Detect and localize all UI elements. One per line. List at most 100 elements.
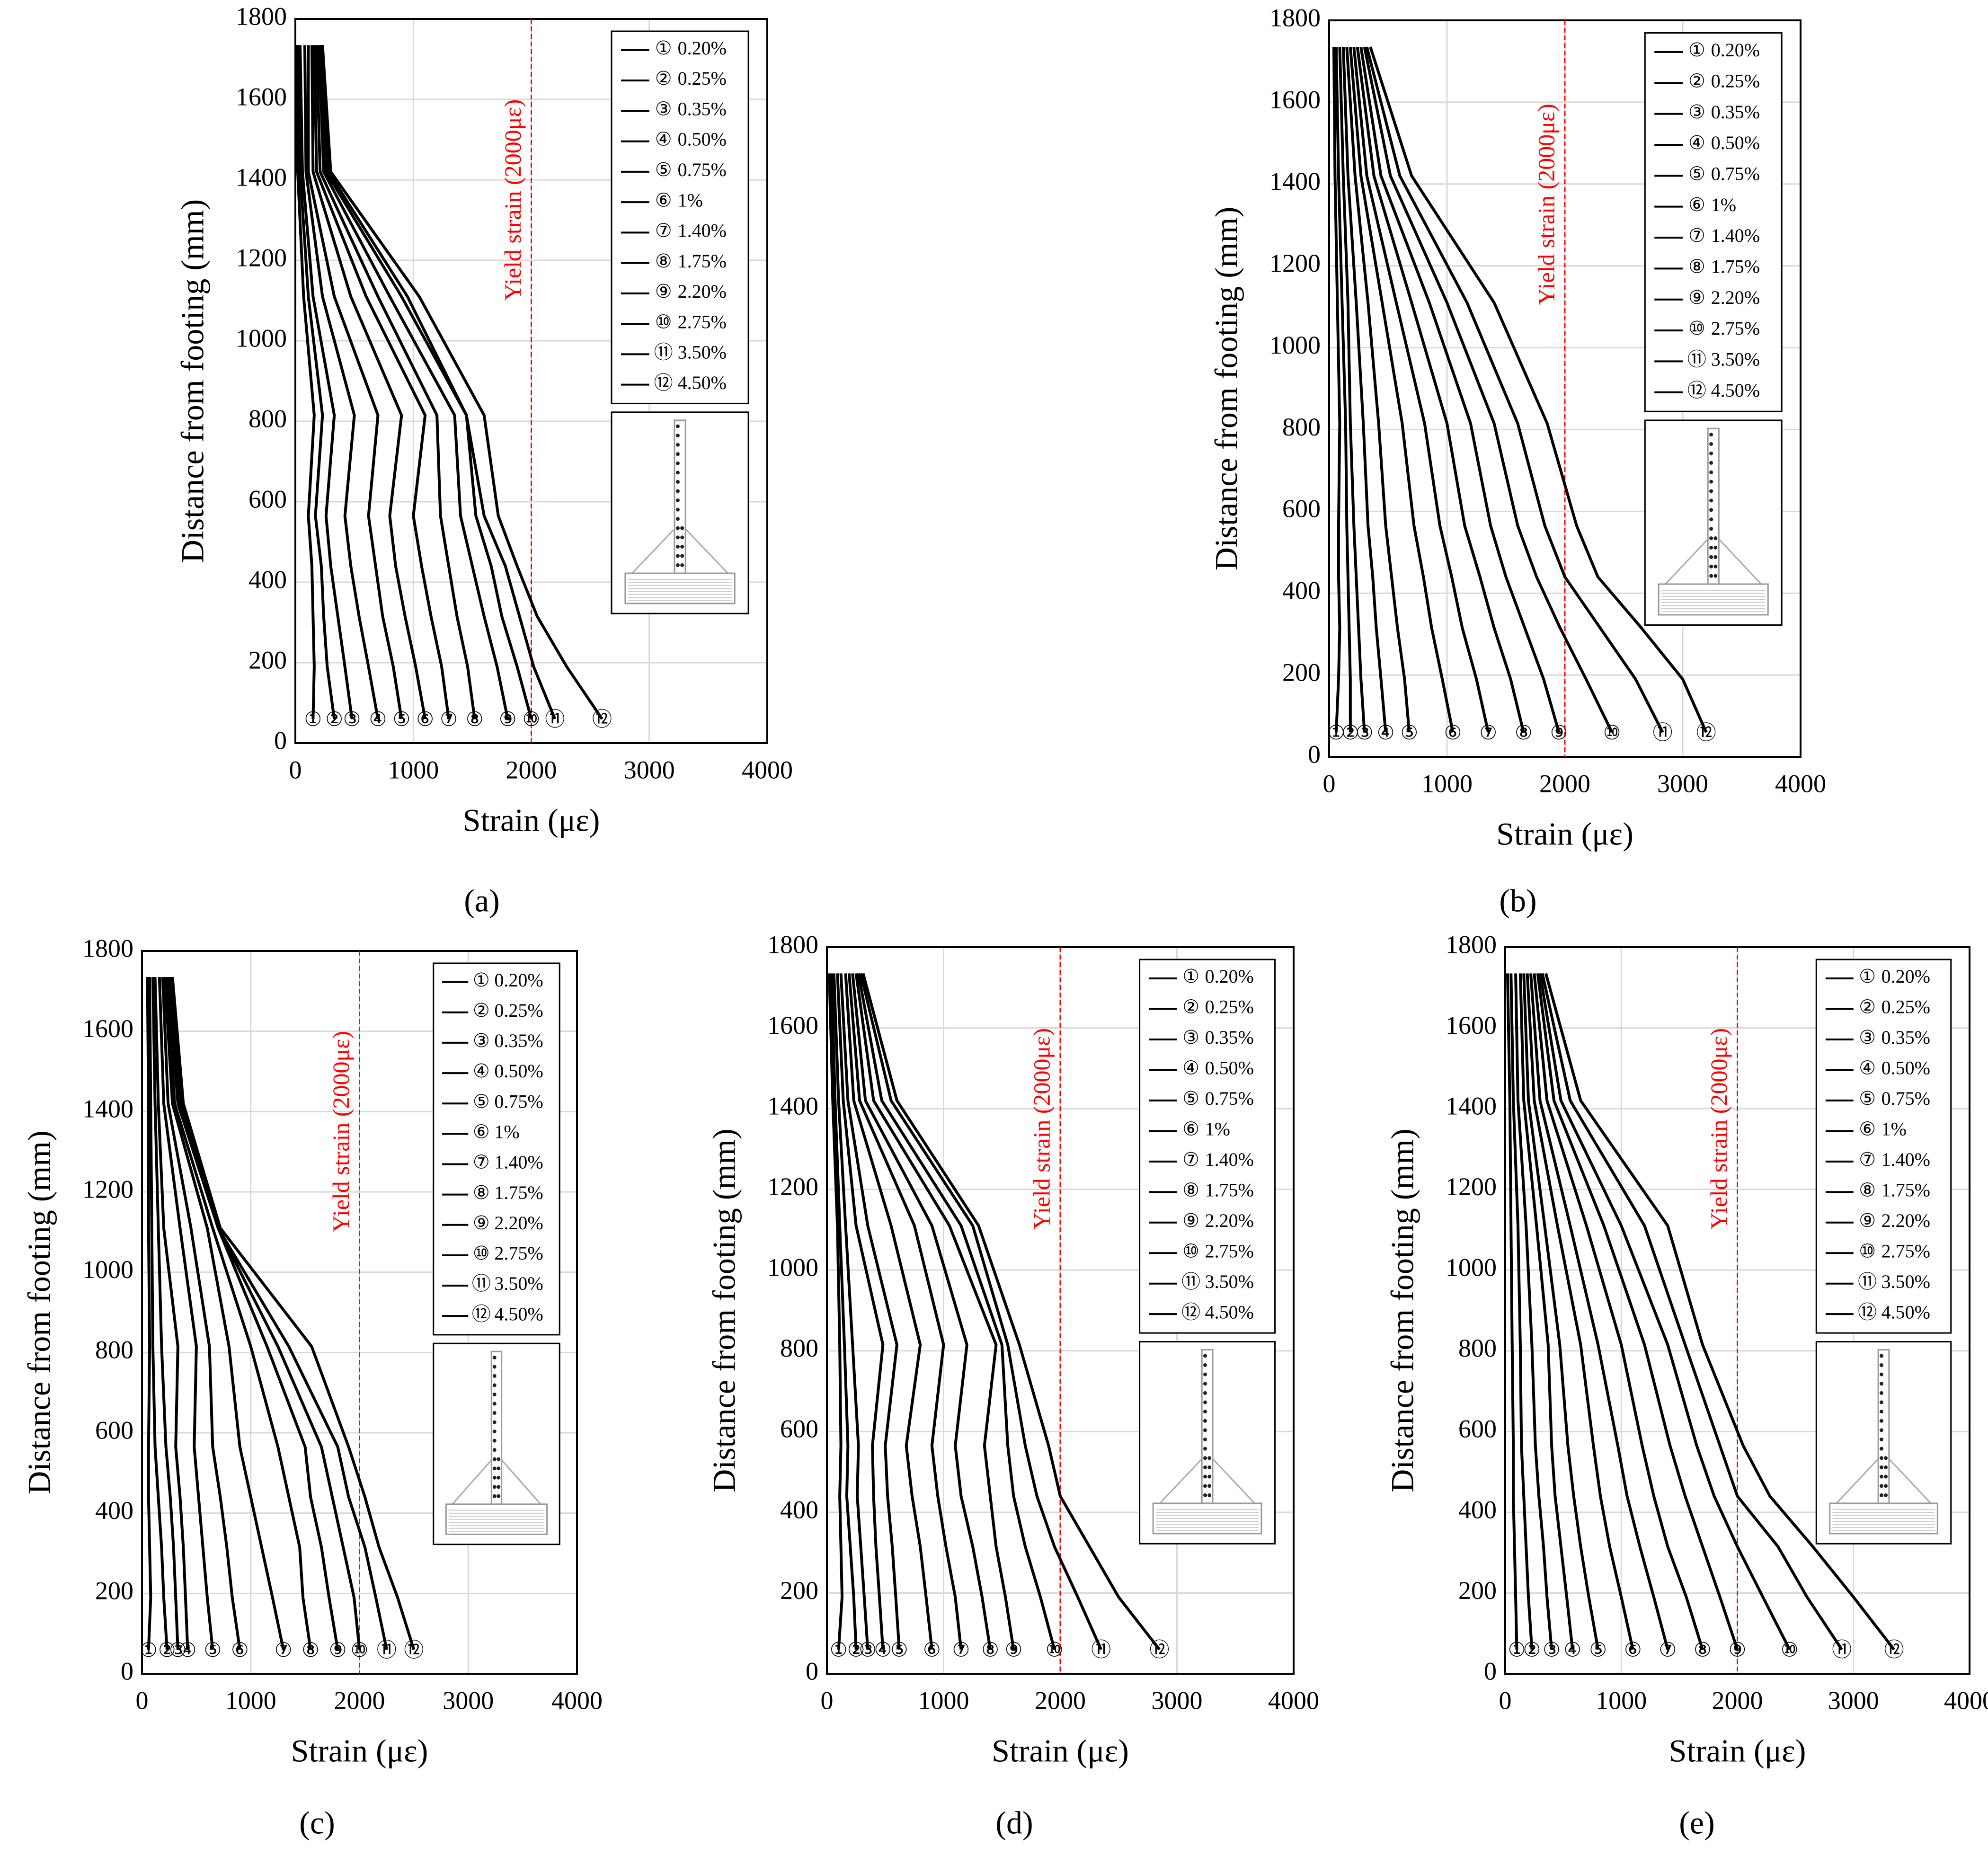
legend-frame xyxy=(1644,32,1783,412)
series-line xyxy=(315,45,476,719)
inset-gauge xyxy=(1879,1354,1883,1358)
legend-marker: ⑧ xyxy=(473,1182,490,1203)
legend-marker: ⑧ xyxy=(1859,1179,1876,1200)
inset-gauge xyxy=(492,1430,497,1434)
series-line xyxy=(1541,973,1843,1651)
y-tick-label: 1000 xyxy=(82,1255,133,1284)
legend-label: 0.25% xyxy=(678,68,727,89)
inset-gauge xyxy=(1709,470,1713,474)
end-marker-label: ⑫ xyxy=(1150,1640,1170,1661)
inset-gauge xyxy=(492,1466,497,1471)
y-tick-label: 1200 xyxy=(236,243,287,272)
legend-label: 3.50% xyxy=(494,1273,543,1294)
legend-label: 0.50% xyxy=(1882,1057,1930,1079)
y-tick-label: 200 xyxy=(1282,658,1321,687)
legend-label: 4.50% xyxy=(678,372,727,393)
legend-marker: ⑦ xyxy=(1859,1149,1876,1170)
inset-gauge xyxy=(492,1420,497,1424)
x-tick-label: 0 xyxy=(1499,1686,1512,1714)
legend-label: 0.25% xyxy=(1711,70,1760,91)
end-marker-label: ④ xyxy=(1563,1640,1581,1661)
y-tick-label: 1000 xyxy=(1446,1253,1497,1282)
inset-gauge xyxy=(675,563,680,568)
inset-gauge xyxy=(1709,564,1713,568)
legend-label: 1.40% xyxy=(1711,225,1760,246)
inset-gauge xyxy=(1203,1419,1207,1423)
inset-gauge xyxy=(1709,508,1713,512)
end-marker-label: ④ xyxy=(179,1640,197,1661)
y-tick-label: 600 xyxy=(1458,1415,1497,1443)
end-marker-label: ⑧ xyxy=(1694,1640,1712,1661)
legend-label: 0.25% xyxy=(494,1000,543,1021)
legend-label: 0.75% xyxy=(1205,1088,1254,1109)
series-line xyxy=(321,45,604,720)
series-line xyxy=(1352,46,1490,733)
inset-gauge xyxy=(680,563,684,568)
inset-gauge xyxy=(1879,1428,1883,1432)
legend-marker: ④ xyxy=(1688,132,1705,153)
inset-gauge xyxy=(675,507,680,512)
end-marker-label: ⑦ xyxy=(1479,722,1497,744)
inset-gauge xyxy=(1207,1484,1212,1488)
legend-label: 3.50% xyxy=(1711,349,1760,370)
end-marker-label: ① xyxy=(830,1640,848,1661)
y-tick-label: 1800 xyxy=(767,930,818,959)
y-axis-title: Distance from footing (mm) xyxy=(706,1128,742,1492)
end-marker-label: ⑧ xyxy=(302,1640,320,1661)
inset-gauge xyxy=(1203,1438,1207,1442)
legend-marker: ⑤ xyxy=(655,159,672,180)
end-marker-label: ② xyxy=(158,1640,176,1661)
subplot-label: (a) xyxy=(464,883,499,919)
end-marker-label: ⑨ xyxy=(1729,1640,1747,1661)
subplot: 0 1000 2000 3000 4000 0 200 400 600 800 1000 1200 14… xyxy=(1208,3,1826,918)
y-tick-label: 0 xyxy=(1484,1657,1497,1685)
inset-gauge xyxy=(492,1392,497,1396)
legend-label: 0.25% xyxy=(1882,996,1930,1018)
y-tick-label: 400 xyxy=(248,565,287,594)
legend-label: 2.20% xyxy=(1205,1210,1254,1231)
y-axis-title: Distance from footing (mm) xyxy=(21,1130,57,1494)
end-marker-label: ⑦ xyxy=(275,1640,293,1661)
end-marker-label: ⑦ xyxy=(1659,1640,1677,1661)
legend-label: 1% xyxy=(1711,194,1736,215)
series-line xyxy=(854,973,1015,1650)
series-line xyxy=(167,977,339,1650)
legend-marker: ⑩ xyxy=(1688,318,1705,339)
inset-gauge xyxy=(1879,1493,1883,1497)
legend-marker: ⑤ xyxy=(1859,1088,1876,1109)
legend-label: 0.35% xyxy=(494,1030,543,1051)
end-marker-label: ⑪ xyxy=(545,709,565,731)
y-tick-label: 400 xyxy=(1458,1495,1497,1524)
legend-frame xyxy=(1139,959,1276,1334)
inset-gauge xyxy=(675,471,680,475)
end-marker-label: ⑪ xyxy=(1832,1640,1852,1661)
inset-gauge xyxy=(675,535,680,540)
y-tick-label: 200 xyxy=(95,1577,133,1605)
series-line xyxy=(295,45,316,719)
legend-marker: ⑪ xyxy=(1687,349,1706,370)
y-tick-label: 200 xyxy=(780,1576,818,1605)
inset-gauge xyxy=(1203,1484,1207,1488)
inset-gauge xyxy=(492,1365,497,1369)
series-line xyxy=(307,45,403,719)
x-tick-label: 4000 xyxy=(1775,769,1826,798)
x-tick-label: 0 xyxy=(821,1686,834,1714)
x-tick-label: 4000 xyxy=(742,755,793,784)
x-tick-label: 2000 xyxy=(1539,769,1590,798)
inset-gauge xyxy=(1709,461,1713,465)
inset-gauge xyxy=(492,1448,497,1452)
legend-marker: ④ xyxy=(1859,1057,1876,1079)
x-tick-label: 1000 xyxy=(1596,1686,1647,1714)
inset-brace xyxy=(1212,1458,1255,1504)
legend-label: 4.50% xyxy=(1205,1301,1254,1323)
inset-gauge xyxy=(1203,1474,1207,1479)
inset-gauge xyxy=(1203,1456,1207,1460)
legend-marker: ⑨ xyxy=(1182,1210,1199,1231)
series-line xyxy=(861,973,1161,1651)
y-tick-label: 600 xyxy=(1282,495,1321,523)
legend-label: 0.35% xyxy=(1882,1027,1930,1048)
legend-marker: ③ xyxy=(1182,1027,1199,1048)
series-line xyxy=(165,977,312,1650)
yield-label: Yield strain (2000με) xyxy=(328,1031,354,1233)
inset-footing xyxy=(1658,583,1769,616)
